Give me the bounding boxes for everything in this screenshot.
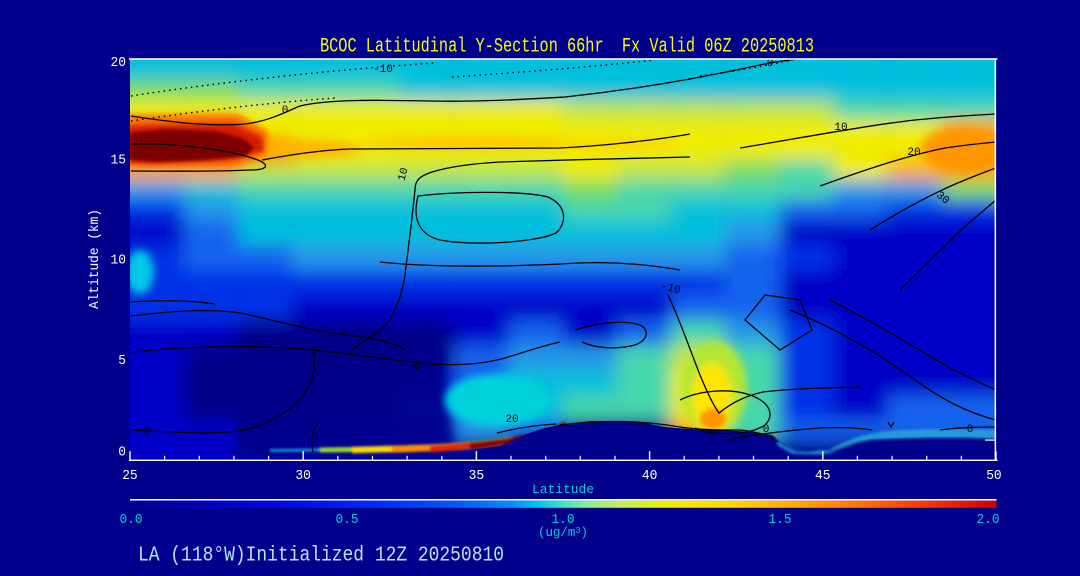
svg-text:1.5: 1.5 (769, 512, 792, 528)
svg-text:LA (118°W)Initialized 12Z 2025: LA (118°W)Initialized 12Z 20250810 (138, 545, 504, 568)
svg-text:0: 0 (118, 445, 126, 461)
svg-text:0: 0 (282, 105, 289, 117)
svg-text:(ug/m3): (ug/m3) (538, 525, 588, 540)
svg-text:50: 50 (986, 468, 1002, 484)
svg-text:0: 0 (311, 346, 318, 358)
svg-text:35: 35 (469, 468, 485, 484)
svg-text:Latitude: Latitude (532, 482, 594, 497)
svg-text:5: 5 (118, 353, 126, 369)
svg-text:20: 20 (505, 414, 518, 426)
svg-text:20: 20 (907, 147, 920, 159)
svg-text:2.0: 2.0 (977, 512, 1000, 528)
svg-text:0.5: 0.5 (336, 512, 359, 528)
svg-text:Altitude (km): Altitude (km) (88, 209, 103, 309)
svg-text:25: 25 (122, 468, 138, 484)
svg-text:0: 0 (144, 427, 151, 439)
svg-text:30: 30 (295, 468, 311, 484)
svg-text:0: 0 (967, 424, 974, 436)
svg-text:0: 0 (412, 362, 425, 371)
svg-text:1.0: 1.0 (552, 512, 575, 528)
svg-text:10: 10 (397, 167, 412, 183)
svg-text:20: 20 (111, 55, 127, 71)
svg-text:10: 10 (111, 253, 127, 269)
svg-text:10: 10 (834, 122, 847, 134)
svg-text:-10: -10 (373, 64, 393, 76)
svg-text:0: 0 (767, 58, 774, 70)
svg-text:0.0: 0.0 (120, 512, 143, 528)
svg-text:0: 0 (763, 424, 770, 436)
svg-text:15: 15 (111, 153, 127, 169)
svg-text:45: 45 (815, 468, 831, 484)
svg-text:BCOC Latitudinal Y-Section 66h: BCOC Latitudinal Y-Section 66hr Fx Valid… (320, 36, 814, 59)
svg-text:40: 40 (642, 468, 658, 484)
svg-text:-10: -10 (659, 281, 681, 298)
